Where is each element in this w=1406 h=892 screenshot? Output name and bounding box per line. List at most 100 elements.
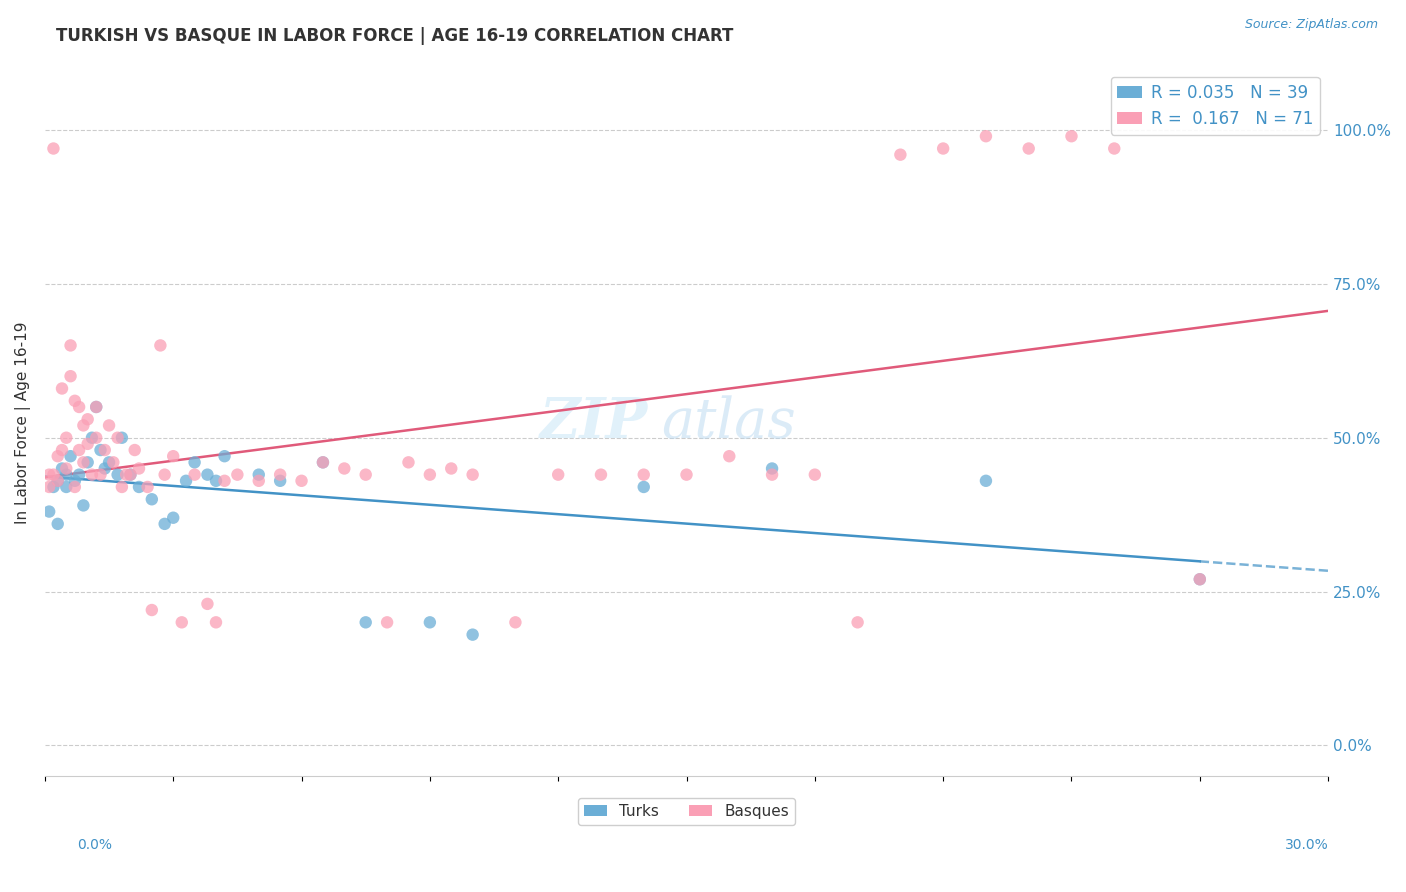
Point <box>226 467 249 482</box>
Point <box>80 431 103 445</box>
Point <box>42 141 65 155</box>
Point <box>42 467 65 482</box>
Point <box>94 443 117 458</box>
Point <box>269 467 291 482</box>
Point <box>107 467 129 482</box>
Text: ZIP: ZIP <box>540 395 648 450</box>
Point <box>312 455 335 469</box>
Point <box>205 615 228 630</box>
Point <box>67 467 90 482</box>
Point <box>419 615 441 630</box>
Point <box>59 338 82 352</box>
Point <box>846 615 869 630</box>
Point <box>72 499 94 513</box>
Point <box>51 443 73 458</box>
Point <box>103 455 125 469</box>
Point <box>38 480 60 494</box>
Point <box>149 338 172 352</box>
Point <box>974 474 997 488</box>
Point <box>72 418 94 433</box>
Point <box>718 449 741 463</box>
Point <box>1188 572 1211 586</box>
Point <box>461 467 484 482</box>
Point <box>111 431 134 445</box>
Point <box>197 597 219 611</box>
Point <box>84 400 107 414</box>
Point <box>1104 141 1126 155</box>
Point <box>38 467 60 482</box>
Point <box>63 480 86 494</box>
Point <box>312 455 335 469</box>
Point <box>1060 129 1083 144</box>
Text: 30.0%: 30.0% <box>1285 838 1329 852</box>
Point <box>247 467 270 482</box>
Point <box>761 467 783 482</box>
Point <box>354 615 377 630</box>
Point <box>120 467 142 482</box>
Point <box>46 516 69 531</box>
Point <box>269 474 291 488</box>
Point <box>205 474 228 488</box>
Point <box>76 437 98 451</box>
Point <box>55 461 77 475</box>
Point <box>42 480 65 494</box>
Legend: Turks, Basques: Turks, Basques <box>578 798 796 825</box>
Point <box>153 467 176 482</box>
Point <box>38 505 60 519</box>
Text: TURKISH VS BASQUE IN LABOR FORCE | AGE 16-19 CORRELATION CHART: TURKISH VS BASQUE IN LABOR FORCE | AGE 1… <box>56 27 734 45</box>
Point <box>153 516 176 531</box>
Point <box>141 603 163 617</box>
Point <box>124 443 146 458</box>
Point <box>67 443 90 458</box>
Point <box>89 467 111 482</box>
Point <box>761 461 783 475</box>
Point <box>633 480 655 494</box>
Point <box>98 418 121 433</box>
Point <box>98 455 121 469</box>
Point <box>1188 572 1211 586</box>
Point <box>89 443 111 458</box>
Point <box>111 480 134 494</box>
Point <box>398 455 420 469</box>
Point <box>55 431 77 445</box>
Point <box>547 467 569 482</box>
Point <box>128 480 150 494</box>
Point <box>67 400 90 414</box>
Point <box>46 449 69 463</box>
Point <box>115 467 138 482</box>
Point <box>46 474 69 488</box>
Point <box>136 480 159 494</box>
Point <box>440 461 463 475</box>
Point <box>80 467 103 482</box>
Text: atlas: atlas <box>661 395 796 450</box>
Text: 0.0%: 0.0% <box>77 838 112 852</box>
Point <box>214 474 236 488</box>
Point <box>51 461 73 475</box>
Point <box>247 474 270 488</box>
Point <box>76 455 98 469</box>
Point <box>76 412 98 426</box>
Point <box>461 627 484 641</box>
Point <box>162 510 184 524</box>
Point <box>675 467 697 482</box>
Point <box>141 492 163 507</box>
Point <box>1018 141 1040 155</box>
Point <box>375 615 398 630</box>
Point <box>183 455 205 469</box>
Point <box>63 393 86 408</box>
Point <box>197 467 219 482</box>
Point <box>354 467 377 482</box>
Point <box>107 431 129 445</box>
Point <box>589 467 612 482</box>
Point <box>932 141 955 155</box>
Point <box>290 474 312 488</box>
Point <box>84 431 107 445</box>
Point <box>59 369 82 384</box>
Point <box>419 467 441 482</box>
Point <box>633 467 655 482</box>
Point <box>120 467 142 482</box>
Point <box>505 615 527 630</box>
Point <box>94 461 117 475</box>
Point <box>162 449 184 463</box>
Point <box>72 455 94 469</box>
